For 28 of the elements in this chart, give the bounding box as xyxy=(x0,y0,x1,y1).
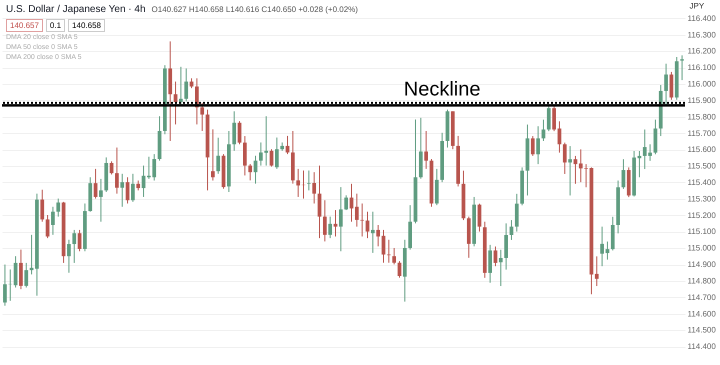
ref-line-label: Neckline xyxy=(404,78,480,100)
y-tick-label: 116.100 xyxy=(688,63,716,72)
y-tick-label: 116.300 xyxy=(688,30,716,40)
y-tick-label: 114.800 xyxy=(688,276,716,286)
y-tick-label: 114.900 xyxy=(688,260,716,270)
y-tick-label: 115.600 xyxy=(688,145,716,154)
y-tick-label: 115.200 xyxy=(688,210,716,220)
chart-subtitle: O140.627 H140.658 L140.616 C140.650 +0.028 (+0.02%) xyxy=(152,5,358,14)
y-tick-label: 114.400 xyxy=(688,342,716,352)
y-tick-label: 114.500 xyxy=(688,326,716,335)
y-tick-label: 115.500 xyxy=(688,162,716,171)
y-tick-label: 114.700 xyxy=(688,292,716,302)
y-tick-label: 116.200 xyxy=(688,46,716,56)
y-tick-label: 115.400 xyxy=(688,178,716,187)
annotation: 140.658 xyxy=(68,19,105,32)
y-tick-label: 115.900 xyxy=(688,96,716,105)
annotation: 140.657 xyxy=(6,19,43,32)
y-axis-title: JPY xyxy=(690,2,705,10)
y-tick-label: 115.300 xyxy=(688,194,716,204)
y-tick-label: 115.800 xyxy=(688,112,716,122)
y-tick-label: 115.000 xyxy=(688,244,716,253)
annotation: 0.1 xyxy=(46,19,66,32)
y-tick-label: 116.400 xyxy=(688,14,716,23)
y-tick-label: 116.000 xyxy=(688,80,716,89)
chart-title: U.S. Dollar / Japanese Yen · 4h xyxy=(6,4,146,15)
y-tick-label: 115.700 xyxy=(688,128,716,138)
y-tick-label: 115.100 xyxy=(688,227,716,236)
y-tick-label: 114.600 xyxy=(688,309,716,318)
